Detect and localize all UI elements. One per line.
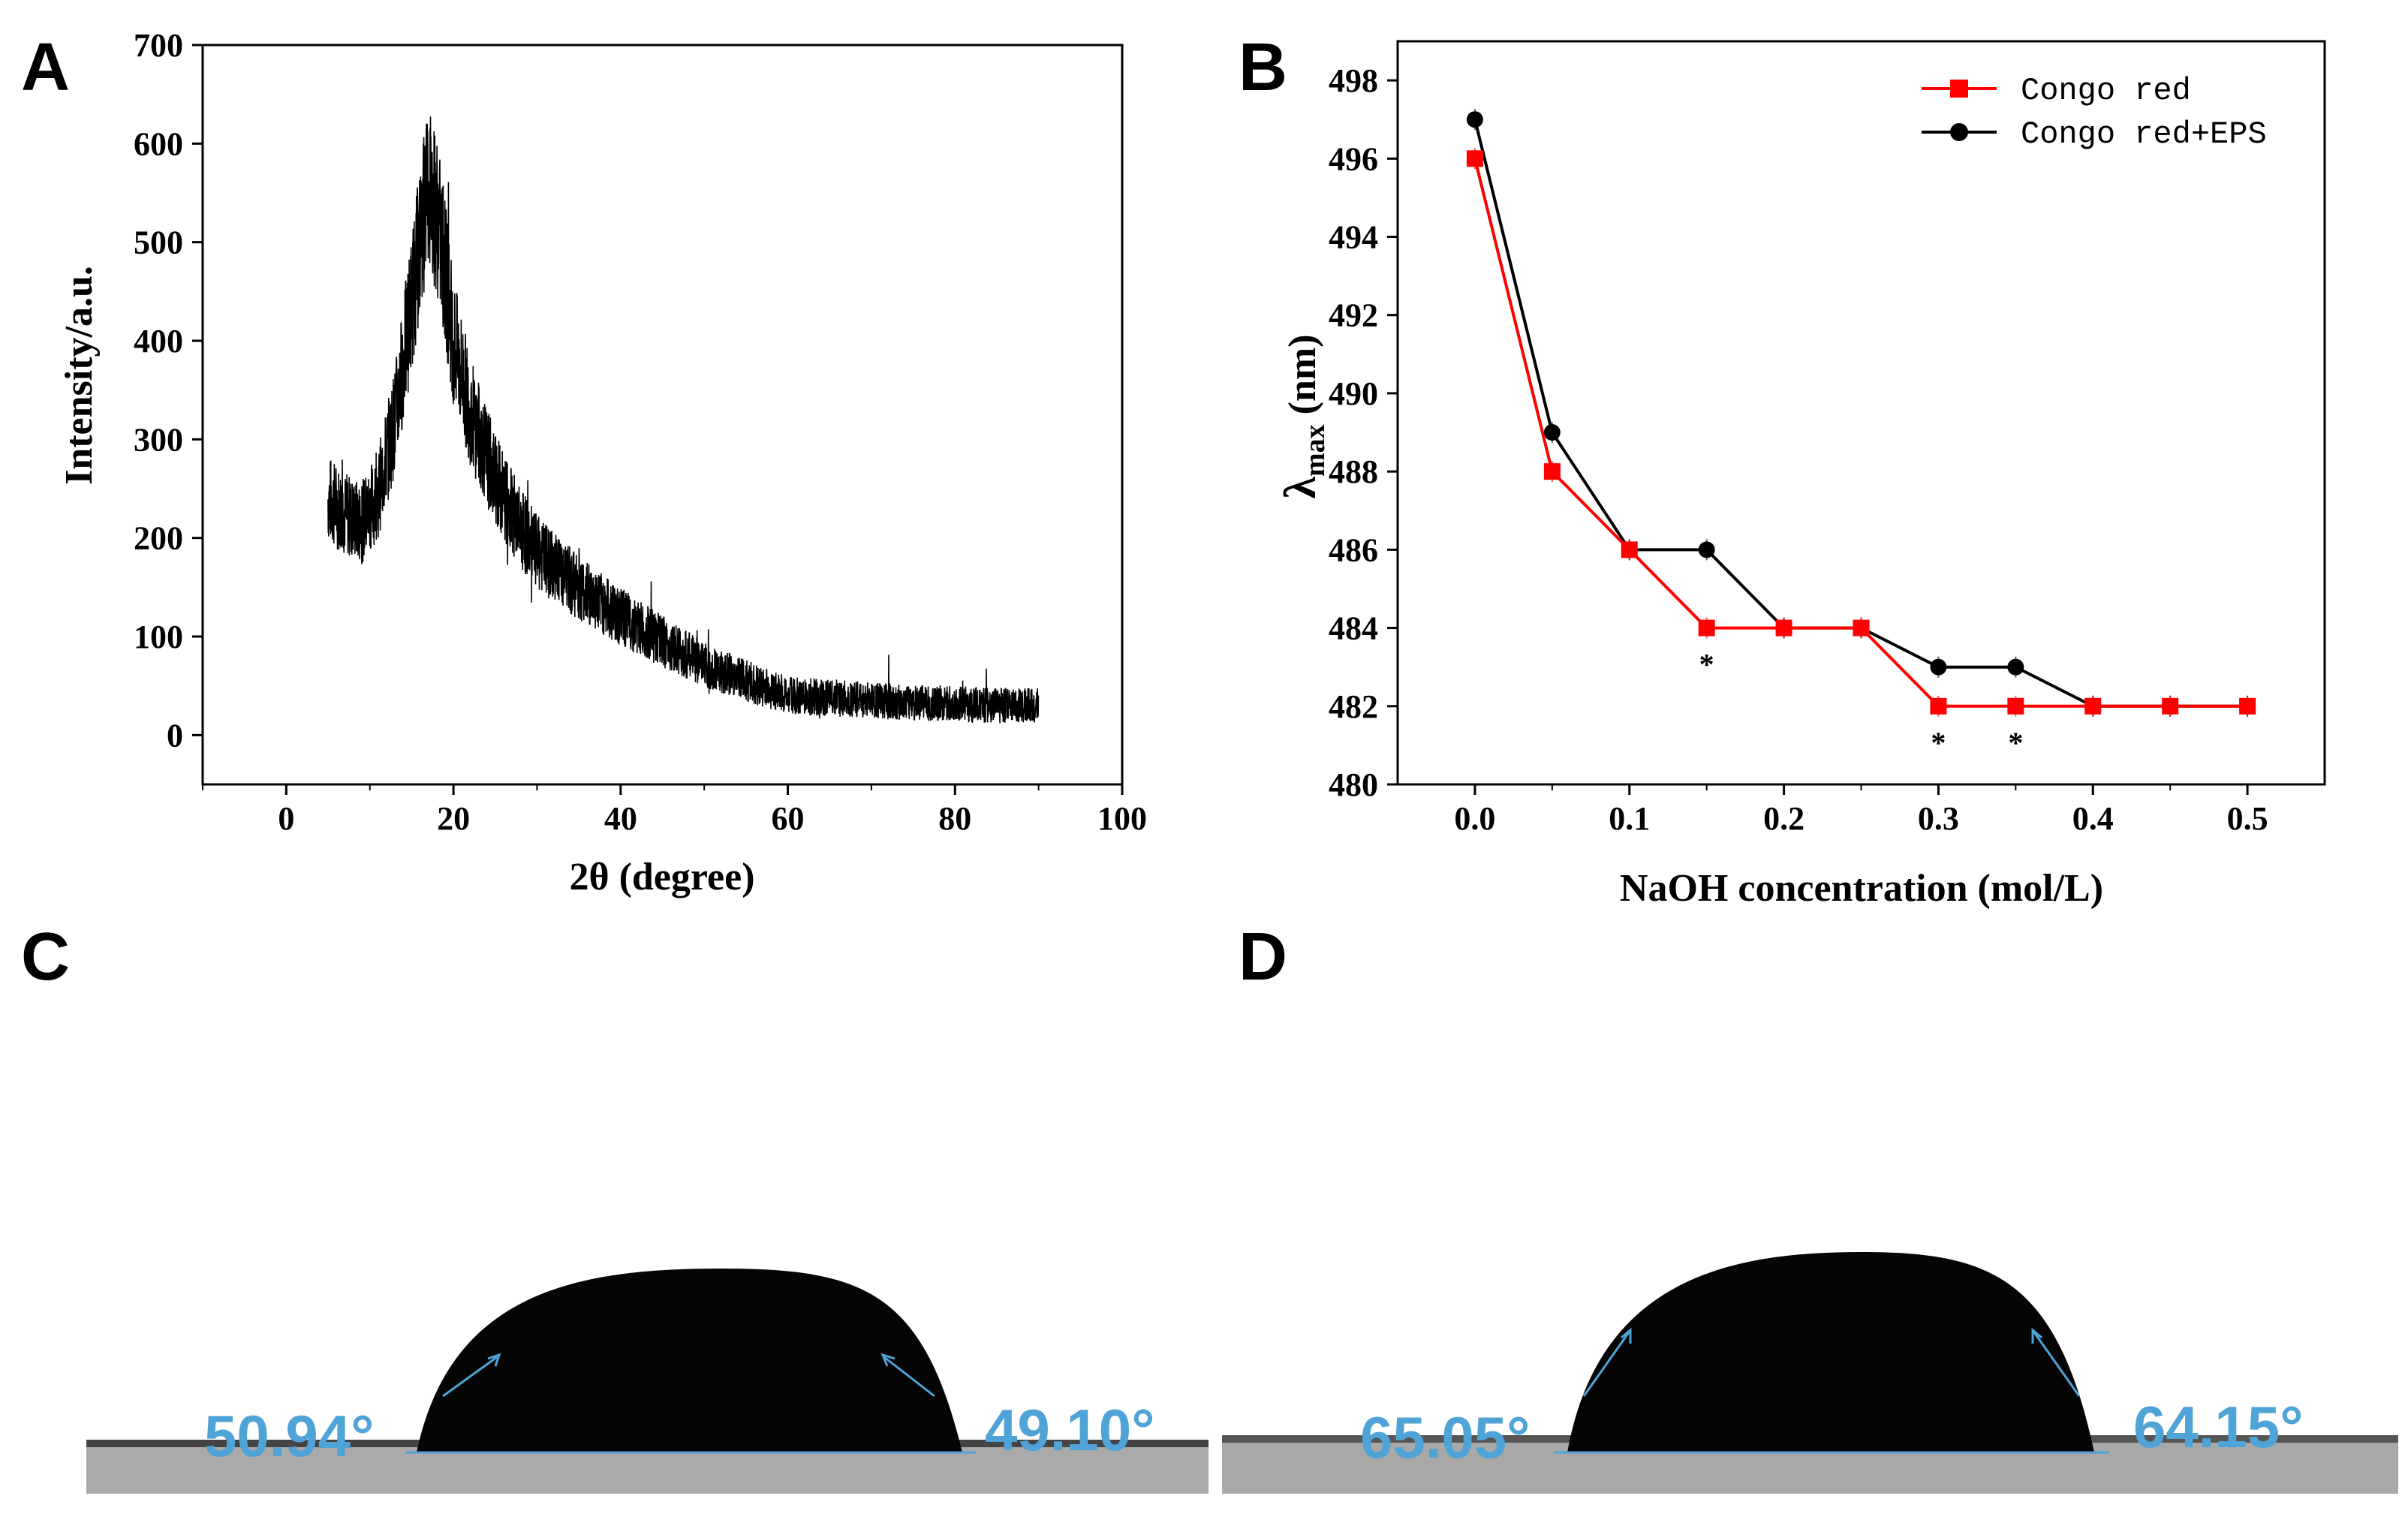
xrd-y-axis-label: Intensity/a.u. [58,266,101,485]
panel-label-c: C [21,920,70,995]
contact-angle-photo-d: 65.05° 64.15° [1222,1252,2398,1494]
lambda-y-tick-label: 486 [1329,531,1378,568]
xrd-y-tick-label: 400 [134,323,183,360]
contact-angle-left-d: 65.05° [1360,1404,1530,1470]
congo-red-point [1698,619,1715,637]
lambda-x-tick-label: 0.4 [2072,800,2114,837]
lambda-x-tick-label: 0.1 [1609,800,1650,837]
lambda-y-tick-label: 484 [1329,610,1378,647]
xrd-x-tick-label: 100 [1097,800,1147,837]
xrd-x-tick-label: 60 [772,800,805,837]
panel-label-a: A [21,30,70,105]
xrd-y-tick-label: 200 [134,520,183,557]
congo-red-point [2084,697,2102,715]
contact-angle-right-c: 49.10° [985,1397,1154,1463]
congo-red-point [2239,697,2256,715]
legend: Congo red Congo red+EPS [1922,73,2267,152]
congo-red-point [2007,697,2024,715]
congo-red-point [1930,697,1947,715]
significance-marker: * [1699,648,1714,682]
xrd-y-tick-label: 600 [134,125,183,162]
xrd-x-tick-label: 20 [437,800,470,837]
legend-marker-congo-red-eps [1950,123,1968,141]
contact-angle-left-c: 50.94° [204,1403,374,1469]
lambda-ticks: 0.0 0.1 0.2 0.3 0.4 0.5 480 482 484 486 488 490 492 4… [1329,62,2268,837]
tangent-arrow-right-d [2031,1327,2042,1344]
lambda-y-tick-label: 480 [1329,766,1378,803]
lambda-y-axis-label: λmax (nm) [1275,334,1331,498]
congo-red-eps-point [2007,658,2024,676]
xrd-plot-frame [201,44,1124,786]
contact-angle-right-d: 64.15° [2133,1394,2303,1460]
congo-red-point [1543,463,1561,480]
lambda-x-axis-label: NaOH concentration (mol/L) [1620,867,2103,910]
lambda-y-axis-unit: (nm) [1281,334,1324,424]
tangent-left-d [1582,1332,1630,1397]
lambda-y-tick-label: 488 [1329,453,1378,490]
lambda-x-tick-label: 0.2 [1763,800,1804,837]
xrd-x-axis-label: 2θ (degree) [569,856,754,898]
lambda-y-tick-label: 490 [1329,375,1378,412]
xrd-chart: 0 20 40 60 80 100 0 100 200 300 400 500 600 700 2θ (d… [58,27,1147,898]
congo-red-eps-point [1930,658,1947,676]
congo-red-point [1621,541,1638,558]
legend-label-congo-red: Congo red [2021,73,2191,109]
xrd-series [327,116,1040,724]
panel-label-b: B [1239,30,1287,105]
congo-red-point [1775,619,1792,637]
lambda-y-tick-label: 492 [1329,297,1378,334]
lambda-y-tick-label: 494 [1329,219,1378,256]
xrd-y-tick-label: 700 [134,27,183,64]
legend-label-congo-red-eps: Congo red+EPS [2021,116,2267,152]
tangent-left-c [442,1356,498,1398]
water-droplet-c [417,1269,962,1452]
lambda-x-tick-label: 0.3 [1918,800,1959,837]
xrd-x-tick-label: 40 [604,800,637,837]
xrd-y-tick-label: 500 [134,224,183,261]
tangent-right-c [883,1356,935,1398]
significance-marker: * [1931,726,1946,760]
lambda-max-chart: 0.0 0.1 0.2 0.3 0.4 0.5 480 482 484 486 488 490 492 4… [1275,40,2326,910]
lambda-y-tick-label: 482 [1329,688,1378,725]
xrd-y-tick-label: 0 [167,717,183,754]
lambda-x-tick-label: 0.5 [2227,800,2268,837]
congo-red-eps-point [1466,111,1483,128]
lambda-y-tick-label: 498 [1329,62,1378,99]
svg-text:λmax (nm): λmax (nm) [1275,334,1331,498]
xrd-y-tick-label: 300 [134,421,183,458]
tangent-arrow-left-c [487,1353,501,1367]
lambda-y-tick-label: 496 [1329,140,1378,177]
xrd-y-tick-label: 100 [134,619,183,655]
congo-red-point [1466,150,1483,167]
lambda-series: * * * [1466,109,2256,760]
legend-marker-congo-red [1950,80,1968,98]
congo-red-point [1853,619,1870,637]
contact-angle-photo-c: 50.94° 49.10° [86,1269,1209,1494]
tangent-arrow-right-c [880,1353,895,1367]
lambda-y-axis-symbol: λ [1275,477,1325,499]
significance-marker: * [2008,726,2023,760]
water-droplet-d [1567,1252,2094,1452]
xrd-trace [327,116,1040,724]
congo-red-eps-point [1698,541,1715,558]
panel-label-d: D [1239,920,1287,995]
tangent-right-d [2033,1332,2081,1397]
lambda-x-tick-label: 0.0 [1454,800,1495,837]
xrd-ticks: 0 20 40 60 80 100 0 100 200 300 400 500 600 700 [134,27,1147,837]
tangent-arrow-left-d [1621,1327,1632,1344]
lambda-y-axis-subscript: max [1299,424,1331,477]
congo-red-point [2162,697,2179,715]
xrd-x-tick-label: 80 [938,800,971,837]
congo-red-eps-point [1543,424,1561,441]
xrd-x-tick-label: 0 [278,800,294,837]
